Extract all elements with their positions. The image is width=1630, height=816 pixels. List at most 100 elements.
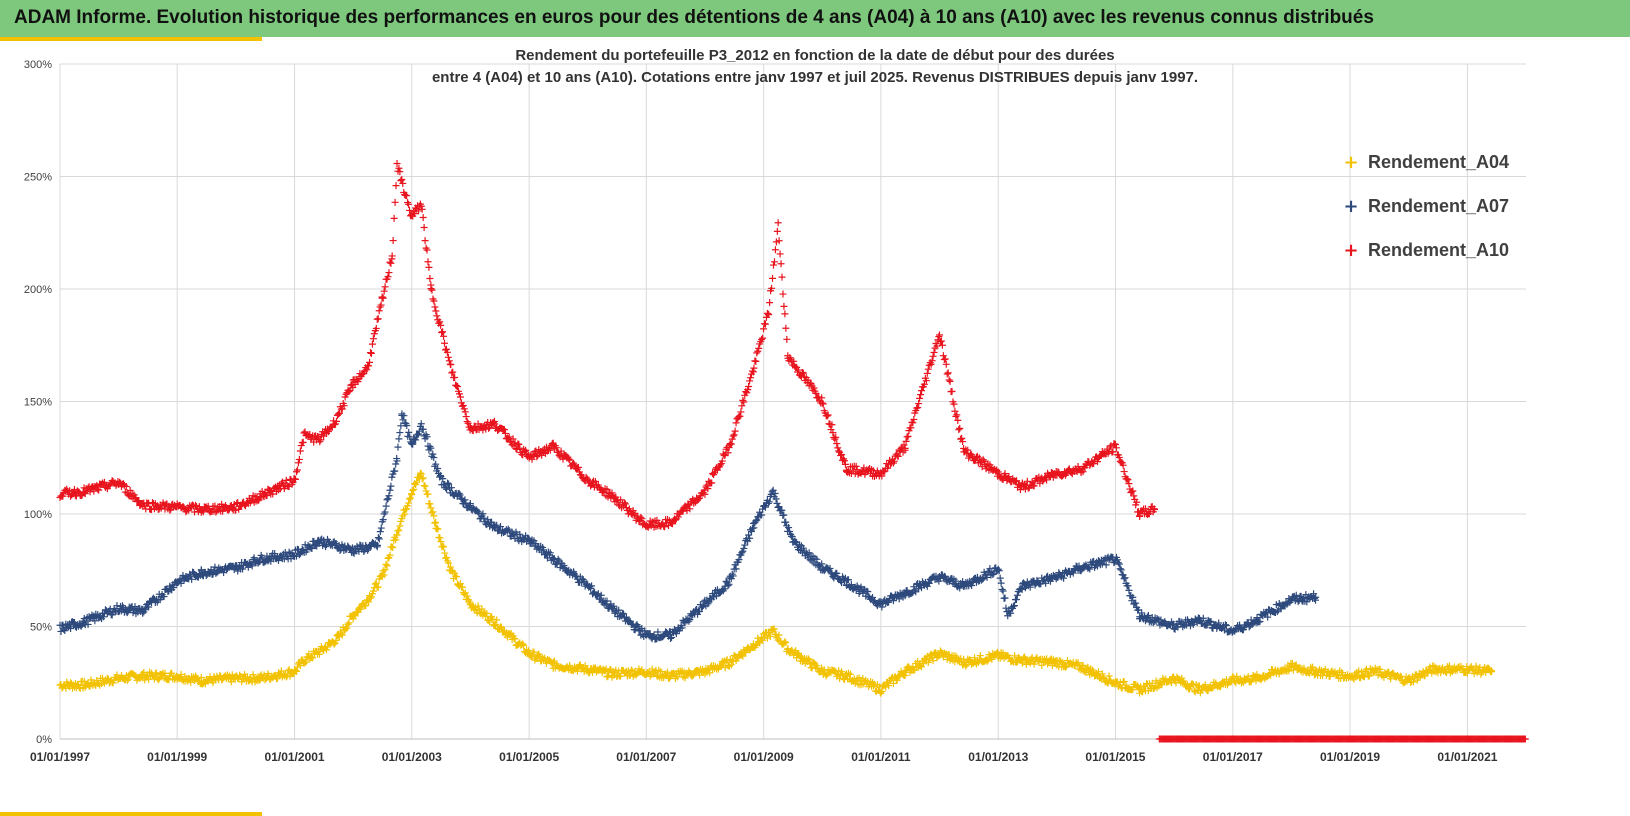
- marker-rendement-a07: [999, 587, 1007, 595]
- marker-rendement-a10: [900, 441, 908, 449]
- marker-rendement-a04: [302, 658, 310, 666]
- marker-rendement-a10: [296, 447, 304, 455]
- marker-rendement-a04: [519, 640, 527, 648]
- marker-rendement-a10: [1005, 473, 1013, 481]
- marker-rendement-a07: [275, 556, 283, 564]
- marker-rendement-a10: [384, 273, 392, 281]
- marker-rendement-a10: [937, 337, 945, 345]
- marker-rendement-a10: [728, 435, 736, 443]
- marker-rendement-a10: [964, 446, 972, 454]
- marker-rendement-a04: [781, 638, 789, 646]
- marker-rendement-a10: [278, 478, 286, 486]
- report-title: ADAM Informe. Evolution historique des p…: [14, 7, 1374, 28]
- marker-rendement-a10: [100, 478, 108, 486]
- marker-rendement-a10: [122, 483, 130, 491]
- marker-rendement-a04: [627, 666, 635, 674]
- marker-rendement-a04: [434, 525, 442, 533]
- marker-rendement-a04: [227, 678, 235, 686]
- marker-rendement-a07: [615, 606, 623, 614]
- marker-rendement-a07: [396, 429, 404, 437]
- marker-rendement-a10: [332, 417, 340, 425]
- marker-rendement-a10: [958, 434, 966, 442]
- marker-rendement-a04: [1201, 681, 1209, 689]
- marker-rendement-a10: [591, 478, 599, 486]
- marker-rendement-a10: [818, 394, 826, 402]
- marker-rendement-a10: [716, 461, 724, 469]
- marker-rendement-a10: [199, 508, 207, 516]
- marker-rendement-a04: [722, 657, 730, 665]
- marker-rendement-a04: [405, 499, 413, 507]
- x-tick-label: 01/01/2021: [1437, 750, 1497, 764]
- marker-rendement-a04: [1376, 665, 1384, 673]
- marker-rendement-a10: [454, 383, 462, 391]
- marker-rendement-a07: [998, 585, 1006, 593]
- marker-rendement-a04: [367, 593, 375, 601]
- marker-rendement-a10: [440, 332, 448, 340]
- marker-rendement-a10: [354, 378, 362, 386]
- marker-rendement-a07: [380, 510, 388, 518]
- marker-rendement-a10: [902, 437, 910, 445]
- marker-rendement-a10: [95, 486, 103, 494]
- marker-rendement-a07: [426, 443, 434, 451]
- marker-rendement-a04: [124, 675, 132, 683]
- marker-rendement-a04: [1129, 685, 1137, 693]
- marker-rendement-a07: [1012, 595, 1020, 603]
- marker-rendement-a04: [249, 671, 257, 679]
- marker-rendement-a10: [954, 416, 962, 424]
- marker-rendement-a10: [922, 377, 930, 385]
- marker-rendement-a07: [258, 554, 266, 562]
- marker-rendement-a04: [452, 572, 460, 580]
- marker-rendement-a10: [269, 490, 277, 498]
- marker-rendement-a10: [824, 411, 832, 419]
- marker-rendement-a07: [667, 634, 675, 642]
- marker-rendement-a07: [732, 565, 740, 573]
- marker-rendement-a04: [929, 657, 937, 665]
- marker-rendement-a07: [560, 562, 568, 570]
- marker-rendement-a04: [463, 592, 471, 600]
- marker-rendement-a10: [420, 223, 428, 231]
- marker-rendement-a10: [739, 396, 747, 404]
- marker-rendement-a07: [1125, 586, 1133, 594]
- marker-rendement-a10: [447, 361, 455, 369]
- marker-rendement-a10: [379, 294, 387, 302]
- marker-rendement-a04: [453, 573, 461, 581]
- x-tick-label: 01/01/2015: [1085, 750, 1145, 764]
- marker-rendement-a10: [423, 246, 431, 254]
- marker-rendement-a07: [405, 428, 413, 436]
- marker-rendement-a10: [396, 168, 404, 176]
- marker-rendement-a07: [1129, 593, 1137, 601]
- marker-rendement-a04: [123, 676, 131, 684]
- marker-rendement-a07: [1017, 585, 1025, 593]
- marker-rendement-a10: [463, 418, 471, 426]
- marker-rendement-a07: [952, 577, 960, 585]
- marker-rendement-a04: [919, 660, 927, 668]
- marker-rendement-a10: [780, 302, 788, 310]
- marker-rendement-a07: [393, 457, 401, 465]
- y-tick-label: 100%: [24, 509, 52, 521]
- marker-rendement-a04: [154, 676, 162, 684]
- marker-rendement-a04: [381, 566, 389, 574]
- marker-rendement-a10: [818, 399, 826, 407]
- marker-rendement-a10: [608, 489, 616, 497]
- marker-rendement-a04: [429, 508, 437, 516]
- marker-rendement-a07: [1121, 574, 1129, 582]
- marker-rendement-a07: [826, 564, 834, 572]
- marker-rendement-a10: [516, 444, 524, 452]
- marker-rendement-a07: [1120, 575, 1128, 583]
- marker-rendement-a07: [160, 593, 168, 601]
- marker-rendement-a04: [983, 657, 991, 665]
- marker-rendement-a04: [766, 632, 774, 640]
- marker-rendement-a10: [773, 227, 781, 235]
- marker-rendement-a04: [1188, 680, 1196, 688]
- marker-rendement-a10: [437, 321, 445, 329]
- marker-rendement-a07: [247, 560, 255, 568]
- marker-rendement-a07: [387, 482, 395, 490]
- marker-rendement-a04: [343, 624, 351, 632]
- marker-rendement-a10: [951, 407, 959, 415]
- marker-rendement-a10: [370, 330, 378, 338]
- marker-rendement-a04: [392, 536, 400, 544]
- marker-rendement-a04: [493, 616, 501, 624]
- marker-rendement-a07: [1239, 626, 1247, 634]
- marker-rendement-a07: [67, 624, 75, 632]
- marker-rendement-a10: [736, 412, 744, 420]
